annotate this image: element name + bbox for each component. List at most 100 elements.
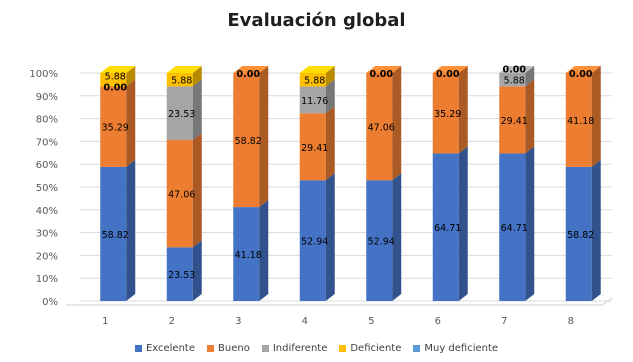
y-tick-label: 70%: [36, 137, 58, 148]
bar-segment-side: [325, 173, 335, 301]
data-label: 64.71: [501, 223, 528, 234]
data-label: 47.06: [368, 123, 395, 134]
data-label: 0.00: [104, 82, 128, 93]
data-label: 23.53: [168, 270, 195, 281]
x-tick-label: 5: [368, 316, 374, 327]
y-tick-label: 40%: [36, 206, 58, 217]
bar-segment-side: [126, 159, 136, 301]
bar-segment-side: [525, 66, 535, 87]
bar-segment-side: [525, 146, 535, 301]
legend-item: Bueno: [207, 343, 250, 354]
y-tick-label: 90%: [36, 92, 58, 103]
legend-swatch: [134, 345, 142, 352]
bar-segment-excelente: [565, 166, 592, 301]
bar-top-face: [299, 66, 335, 74]
bar-segment-bueno: [233, 73, 260, 208]
y-tick-label: 0%: [42, 297, 58, 308]
legend-swatch: [339, 345, 347, 352]
bar-segment-side: [192, 133, 202, 248]
bar-segment-side: [325, 106, 335, 181]
legend-item: Indiferente: [261, 343, 328, 354]
bar-segment-excelente: [299, 180, 326, 301]
legend-label: Indiferente: [272, 343, 328, 354]
bar-segment-side: [126, 66, 136, 87]
bar-segment-deficiente: [100, 73, 127, 87]
bar-top-face: [233, 66, 269, 73]
x-tick-label: 3: [235, 316, 241, 327]
y-tick-label: 80%: [36, 115, 58, 126]
data-label: 23.53: [168, 109, 195, 120]
bar-segment-side: [392, 173, 402, 301]
bar-segment-bueno: [166, 140, 193, 248]
bar-segment-deficiente: [299, 73, 326, 87]
y-tick-label: 30%: [36, 229, 58, 240]
bar-segment-excelente: [432, 153, 459, 301]
legend-label: Excelente: [145, 343, 195, 354]
bar-segment-side: [192, 66, 202, 87]
legend-label: Muy deficiente: [424, 343, 499, 354]
data-label: 58.82: [102, 230, 129, 241]
bar-segment-side: [192, 79, 202, 141]
data-label: 5.88: [171, 76, 192, 87]
legend: Excelente Bueno Indiferente Deficiente Muy d…: [0, 343, 633, 354]
data-label: 41.18: [567, 116, 594, 127]
bar-segment-side: [591, 66, 601, 167]
bar-segment-side: [126, 79, 136, 167]
data-label: 5.88: [504, 76, 525, 87]
x-tick-label: 1: [102, 316, 108, 327]
data-label: 52.94: [301, 237, 328, 248]
bar-segment-indiferente: [166, 86, 193, 141]
bar-segment-bueno: [432, 73, 459, 154]
data-label: 5.88: [105, 71, 126, 82]
data-label: 0.00: [503, 65, 527, 76]
data-label: 0.00: [370, 69, 394, 80]
legend-swatch: [261, 345, 269, 352]
bar-segment-bueno: [565, 73, 592, 167]
y-tick-label: 50%: [36, 183, 58, 194]
data-label: 29.41: [301, 143, 328, 154]
x-tick-label: 8: [568, 316, 574, 327]
legend-item: Excelente: [134, 343, 195, 354]
data-label: 0.00: [237, 69, 261, 80]
legend-item: Muy deficiente: [413, 343, 498, 354]
data-label: 0.00: [569, 69, 593, 80]
data-label: 35.29: [434, 109, 461, 120]
bar-segment-side: [325, 66, 335, 87]
bar-segment-side: [392, 66, 402, 181]
bar-top-face: [366, 66, 402, 73]
bar-segment-side: [192, 240, 202, 301]
x-tick-label: 2: [169, 316, 175, 327]
y-tick-label: 60%: [36, 160, 58, 171]
bar-segment-bueno: [366, 73, 393, 181]
bar-top-face: [565, 66, 601, 73]
bar-segment-side: [458, 66, 468, 154]
bar-segment-side: [525, 79, 535, 154]
bar-segment-indiferente: [499, 73, 526, 87]
data-label: 41.18: [235, 250, 262, 261]
bar-segment-side: [325, 79, 335, 114]
bar-segment-side: [458, 146, 468, 301]
bar-top-face: [166, 66, 202, 73]
x-tick-label: 6: [435, 316, 441, 327]
axis-floor: [66, 297, 613, 306]
chart-title: Evaluación global: [227, 10, 406, 31]
data-label: 11.76: [301, 96, 328, 107]
data-label: 47.06: [168, 190, 195, 201]
y-tick-label: 100%: [29, 69, 58, 80]
bar-segment-side: [259, 66, 269, 208]
bar-segment-excelente: [166, 247, 193, 301]
legend-label: Deficiente: [350, 343, 402, 354]
data-label: 5.88: [304, 76, 325, 87]
data-label: 58.82: [567, 230, 594, 241]
legend-swatch: [207, 345, 214, 352]
data-label: 52.94: [368, 237, 395, 248]
data-label: 35.29: [102, 123, 129, 134]
bar-top-face: [499, 66, 535, 73]
x-tick-label: 4: [302, 316, 308, 327]
bar-segment-deficiente: [166, 73, 193, 87]
bar-segment-excelente: [100, 166, 127, 301]
y-tick-label: 10%: [36, 274, 58, 285]
data-label: 58.82: [235, 136, 262, 147]
data-label: 64.71: [434, 223, 461, 234]
bar-segment-excelente: [233, 207, 260, 301]
